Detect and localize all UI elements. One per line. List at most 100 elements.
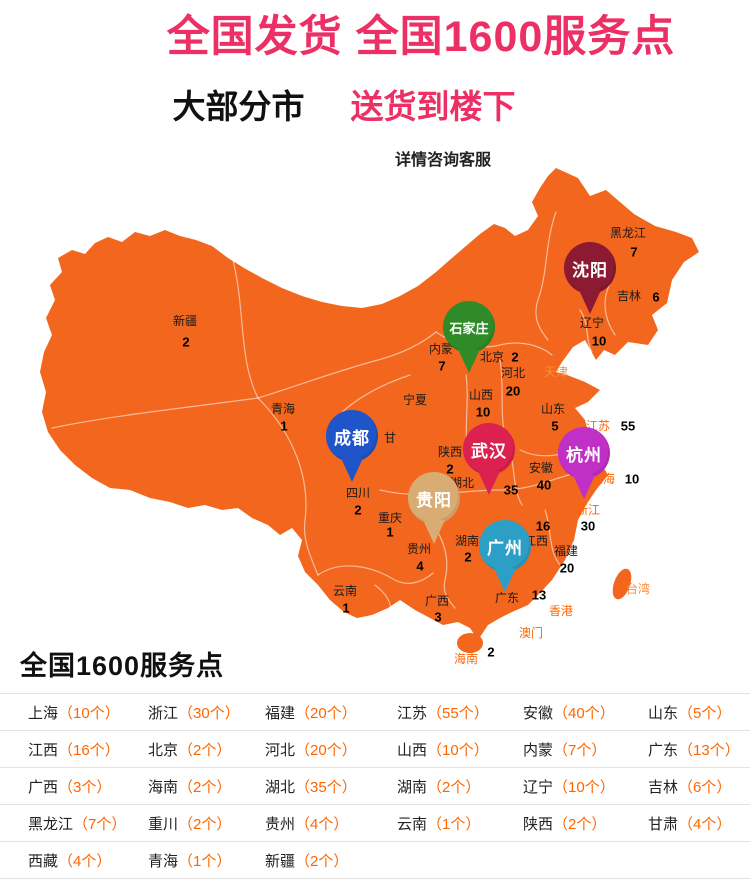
province-name: 湖南 <box>397 778 428 796</box>
subtitle-pink: 送货到楼下 <box>350 88 516 125</box>
map-count-label: 7 <box>438 358 446 374</box>
province-name: 山西 <box>397 741 428 759</box>
pin-city-name: 武汉 <box>463 423 515 475</box>
map-count-label: 2 <box>354 502 362 518</box>
city-pin: 沈阳 <box>564 242 616 314</box>
map-count-label: 20 <box>505 383 521 399</box>
map-province-label: 青海 <box>270 402 296 416</box>
map-count-label: 2 <box>446 461 454 477</box>
service-cell: 北京（2个） <box>148 739 265 760</box>
province-name: 江苏 <box>397 704 428 722</box>
province-name: 北京 <box>148 741 179 759</box>
map-province-label: 陕西 <box>437 445 463 459</box>
map-province-label: 上海 <box>590 472 616 486</box>
city-pin: 成都 <box>326 410 378 482</box>
service-cell: 湖北（35个） <box>265 776 397 797</box>
map-province-label: 福建 <box>553 544 579 558</box>
province-count: （3个） <box>58 778 112 796</box>
map-count-label: 10 <box>475 404 491 420</box>
province-count: （55个） <box>427 704 489 722</box>
hainan-island <box>457 633 483 653</box>
map-province-label: 山西 <box>468 388 494 402</box>
province-name: 辽宁 <box>523 778 554 796</box>
pin-city-name: 成都 <box>326 410 378 462</box>
province-count: （35个） <box>295 778 357 796</box>
province-count: （2个） <box>295 852 349 870</box>
map-province-label: 北京 <box>479 350 505 364</box>
map-province-label: 安徽 <box>528 461 554 475</box>
map-count-label: 2 <box>182 334 190 350</box>
province-name: 广东 <box>648 741 679 759</box>
map-province-label: 四川 <box>345 486 371 500</box>
province-count: （1个） <box>427 815 481 833</box>
map-province-label: 新疆 <box>172 314 198 328</box>
subtitle: 大部分市 送货到楼下 <box>0 80 719 128</box>
service-cell: 辽宁（10个） <box>523 776 648 797</box>
service-cell: 浙江（30个） <box>148 702 265 723</box>
province-name: 黑龙江 <box>28 815 74 833</box>
map-province-label: 天津 <box>543 365 569 379</box>
province-name: 陕西 <box>523 815 554 833</box>
province-borders <box>51 211 616 613</box>
service-cell: 贵州（4个） <box>265 813 397 834</box>
service-cell: 广东（13个） <box>648 739 750 760</box>
service-cell: 内蒙（7个） <box>523 739 648 760</box>
map-province-label: 山东 <box>540 402 566 416</box>
map-count-label: 3 <box>434 609 442 625</box>
map-count-label: 2 <box>511 349 519 365</box>
service-cell: 海南（2个） <box>148 776 265 797</box>
contact-note: 详情咨询客服 <box>394 152 491 169</box>
province-count: （4个） <box>58 852 112 870</box>
province-name: 重川 <box>148 815 179 833</box>
service-cell: 黑龙江（7个） <box>28 813 148 834</box>
service-cell: 上海（10个） <box>28 702 148 723</box>
pin-tail-icon <box>494 568 516 592</box>
province-name: 青海 <box>148 852 179 870</box>
mainland-shape <box>40 168 699 640</box>
pin-tail-icon <box>458 349 480 373</box>
province-name: 福建 <box>265 704 296 722</box>
province-count: （5个） <box>678 704 732 722</box>
service-row: 江西（16个） 北京（2个） 河北（20个） 山西（10个） 内蒙（7个） 广东（13个） <box>0 730 750 767</box>
map-count-label: 1 <box>386 524 394 540</box>
pin-city-name: 贵阳 <box>408 472 460 524</box>
service-row: 黑龙江（7个） 重川（2个） 贵州（4个） 云南（1个） 陕西（2个） 甘肃（4个） <box>0 804 750 841</box>
province-name: 安徽 <box>523 704 554 722</box>
map-count-label: 4 <box>416 558 424 574</box>
service-cell: 甘肃（4个） <box>648 813 750 834</box>
pin-city-name: 石家庄 <box>443 301 495 353</box>
map-count-label: 1 <box>342 600 350 616</box>
pin-tail-icon <box>423 520 445 544</box>
province-name: 浙江 <box>148 704 179 722</box>
map-province-label: 吉林 <box>616 289 642 303</box>
service-cell: 吉林（6个） <box>648 776 750 797</box>
province-name: 内蒙 <box>523 741 554 759</box>
map-count-label: 5 <box>551 418 559 434</box>
service-cell: 河北（20个） <box>265 739 397 760</box>
service-cell: 山东（5个） <box>648 702 750 723</box>
pin-city-name: 广州 <box>479 520 531 572</box>
province-name: 江西 <box>28 741 59 759</box>
map-count-label: 7 <box>630 244 638 260</box>
province-count: （10个） <box>427 741 489 759</box>
province-count: （13个） <box>678 741 740 759</box>
province-count: （7个） <box>553 741 607 759</box>
province-name: 西藏 <box>28 852 59 870</box>
map-count-label: 55 <box>620 418 636 434</box>
map-province-label: 内蒙 <box>428 342 454 356</box>
city-pin: 武汉 <box>463 423 515 495</box>
map-province-label: 广东 <box>494 591 520 605</box>
service-cell: 陕西（2个） <box>523 813 648 834</box>
pin-tail-icon <box>478 471 500 495</box>
map-province-label: 云南 <box>332 584 358 598</box>
pin-city-name: 沈阳 <box>564 242 616 294</box>
map-province-label: 浙江 <box>575 503 601 517</box>
service-cell: 西藏（4个） <box>28 850 148 871</box>
service-row: 西藏（4个） 青海（1个） 新疆（2个） <box>0 841 750 878</box>
province-name: 吉林 <box>648 778 679 796</box>
map-count-label: 2 <box>487 644 495 660</box>
pin-tail-icon <box>579 290 601 314</box>
